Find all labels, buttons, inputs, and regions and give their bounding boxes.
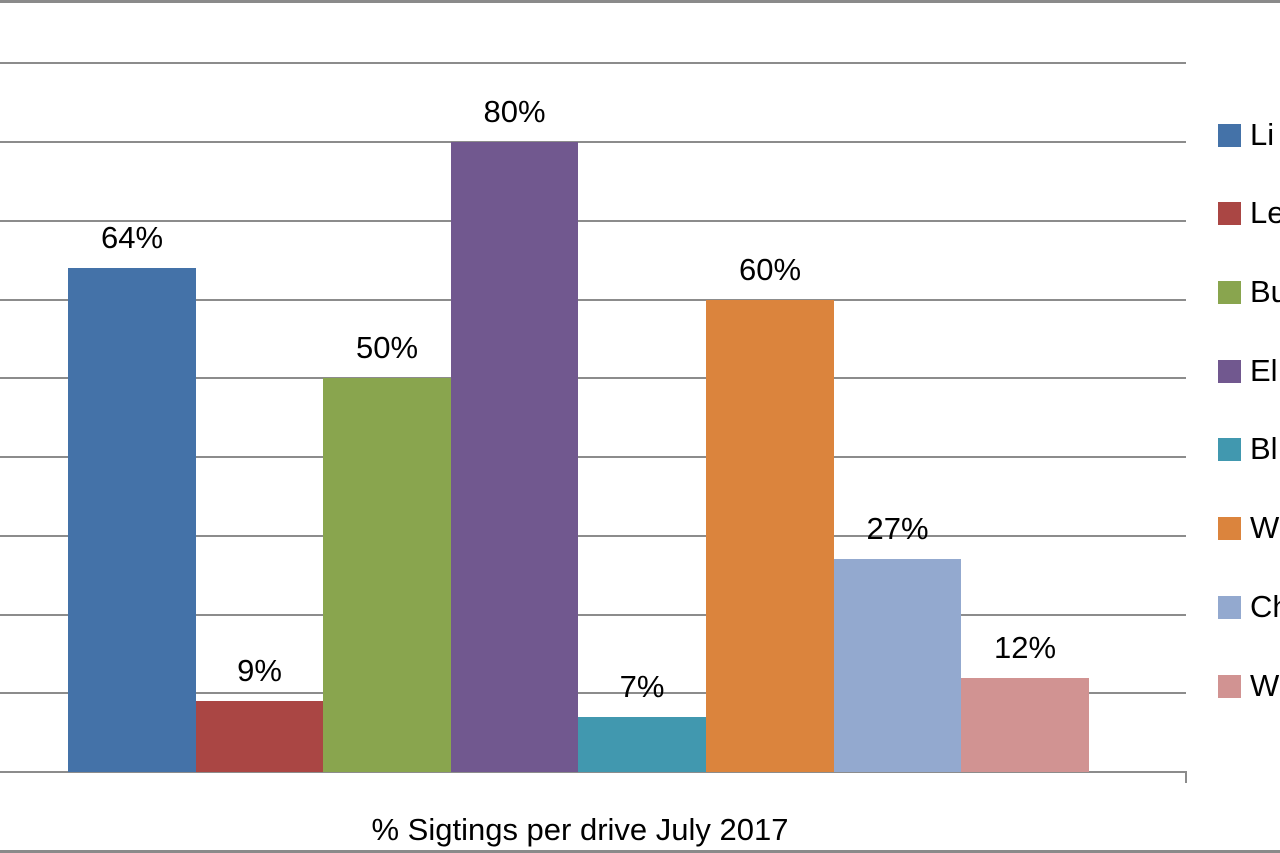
gridline xyxy=(0,299,1186,301)
x-axis-line xyxy=(0,771,1187,773)
legend-label: W xyxy=(1250,668,1280,703)
legend: Li Le Bu El Bl W Ch W xyxy=(1218,0,1280,853)
legend-swatch-icon xyxy=(1218,359,1241,383)
legend-label: El xyxy=(1250,353,1278,388)
bar xyxy=(196,701,323,772)
gridline xyxy=(0,692,1186,694)
bar-value-label: 60% xyxy=(738,252,802,287)
legend-item: W xyxy=(1218,666,1279,706)
x-axis-title: % Sigtings per drive July 2017 xyxy=(371,812,789,847)
bar xyxy=(961,678,1089,772)
legend-swatch-icon xyxy=(1218,516,1241,540)
legend-label: Bl xyxy=(1250,431,1278,466)
bar-value-label: 7% xyxy=(619,669,665,704)
gridline xyxy=(0,141,1186,143)
legend-label: Le xyxy=(1250,195,1280,230)
bar xyxy=(578,717,706,772)
gridline xyxy=(0,377,1186,379)
bar xyxy=(834,559,961,772)
legend-label: Bu xyxy=(1250,274,1280,309)
bar-value-label: 80% xyxy=(483,94,546,129)
gridline xyxy=(0,456,1186,458)
gridline xyxy=(0,535,1186,537)
legend-label: W xyxy=(1250,510,1280,545)
bar-value-label: 50% xyxy=(355,330,419,365)
bar-value-label: 64% xyxy=(100,220,164,255)
legend-item: Bu xyxy=(1218,272,1280,312)
frame-top-border xyxy=(0,0,1280,3)
legend-swatch-icon xyxy=(1218,280,1241,304)
legend-item: El xyxy=(1218,351,1278,391)
legend-swatch-icon xyxy=(1218,201,1241,225)
gridline xyxy=(0,614,1186,616)
legend-swatch-icon xyxy=(1218,595,1241,619)
plot-area: 64% 9% 50% 80% 7% 60% 27% 12% xyxy=(0,62,1187,783)
bar xyxy=(323,378,451,772)
legend-label: Li xyxy=(1250,117,1275,152)
x-axis-tick xyxy=(1185,771,1187,783)
legend-item: Bl xyxy=(1218,429,1278,469)
legend-item: Le xyxy=(1218,193,1280,233)
frame-bottom-border xyxy=(0,850,1280,853)
legend-item: Li xyxy=(1218,115,1274,155)
bar xyxy=(706,300,834,772)
legend-label: Ch xyxy=(1250,589,1280,624)
gridline xyxy=(0,220,1186,222)
bar xyxy=(68,268,196,772)
bar-value-label: 9% xyxy=(237,653,282,688)
bar xyxy=(451,142,578,772)
gridline xyxy=(0,62,1186,64)
legend-swatch-icon xyxy=(1218,437,1241,461)
bar-value-label: 27% xyxy=(866,511,929,546)
legend-item: W xyxy=(1218,508,1279,548)
bar-value-label: 12% xyxy=(993,630,1057,665)
legend-swatch-icon xyxy=(1218,123,1241,147)
legend-item: Ch xyxy=(1218,587,1280,627)
legend-swatch-icon xyxy=(1218,674,1241,698)
